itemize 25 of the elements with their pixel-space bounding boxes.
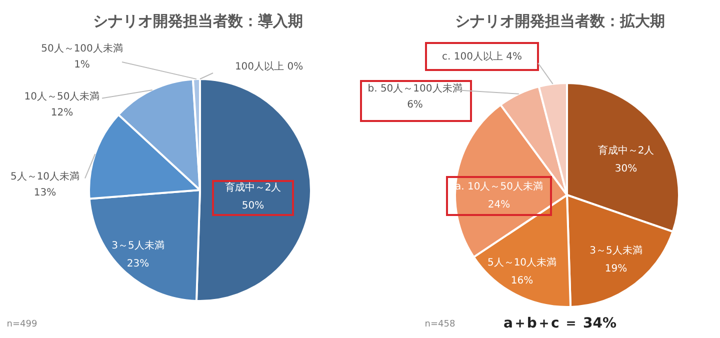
data-label: 16% bbox=[510, 276, 534, 287]
slice-label: 5人～10人未満 bbox=[487, 256, 557, 269]
text: a＋b＋c ＝ 34% bbox=[503, 316, 617, 332]
data-label: 6% bbox=[407, 100, 423, 111]
data-label: 1% bbox=[74, 60, 90, 71]
slice-label: 50人～100人未満 bbox=[41, 42, 123, 55]
slice-label: c. 100人以上 4% bbox=[442, 50, 522, 63]
data-label: 13% bbox=[34, 188, 56, 199]
slice-label: 育成中～2人 bbox=[598, 144, 654, 157]
data-label: 24% bbox=[488, 200, 510, 211]
text: n=499 bbox=[6, 319, 38, 330]
data-label: 19% bbox=[604, 264, 628, 275]
text: n=458 bbox=[424, 319, 456, 330]
data-label: 30% bbox=[614, 164, 638, 175]
chart-title: シナリオ開発担当者数：導入期 bbox=[93, 12, 303, 30]
slice-label: 育成中～2人 bbox=[224, 182, 282, 194]
data-label: 23% bbox=[126, 258, 150, 270]
slice-label: 5人～10人未満 bbox=[10, 170, 80, 183]
slice-label: 3～5人未満 bbox=[112, 240, 164, 252]
slice-label: 3～5人未満 bbox=[590, 244, 642, 257]
data-label: 12% bbox=[50, 108, 74, 119]
data-label: 50% bbox=[242, 200, 264, 212]
slice-label: 10人～50人未満 bbox=[24, 90, 100, 103]
chart-title: シナリオ開発担当者数：拡大期 bbox=[455, 12, 665, 30]
category-label: 100人以上 0% bbox=[234, 62, 304, 73]
